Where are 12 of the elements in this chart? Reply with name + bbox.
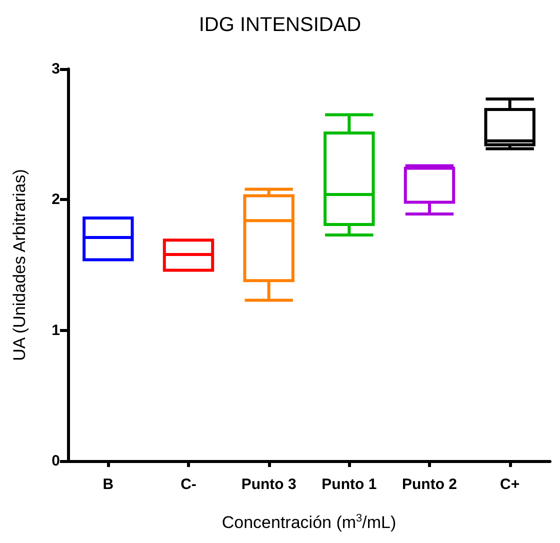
y-tick-label: 1 [52,322,60,339]
y-tick-label: 3 [52,60,60,78]
y-axis-title: UA (Unidades Arbitrarias) [10,169,29,361]
x-tick-label: Punto 1 [322,476,377,493]
y-tick-label: 0 [52,452,60,470]
chart-title: IDG INTENSIDAD [198,14,362,36]
x-tick-label: C+ [500,476,520,493]
x-tick-label: B [102,476,114,493]
x-tick-label: Punto 3 [241,476,296,493]
x-tick-label: Punto 2 [402,476,457,493]
y-tick-label: 2 [52,191,60,208]
x-tick-label: C- [180,476,196,493]
